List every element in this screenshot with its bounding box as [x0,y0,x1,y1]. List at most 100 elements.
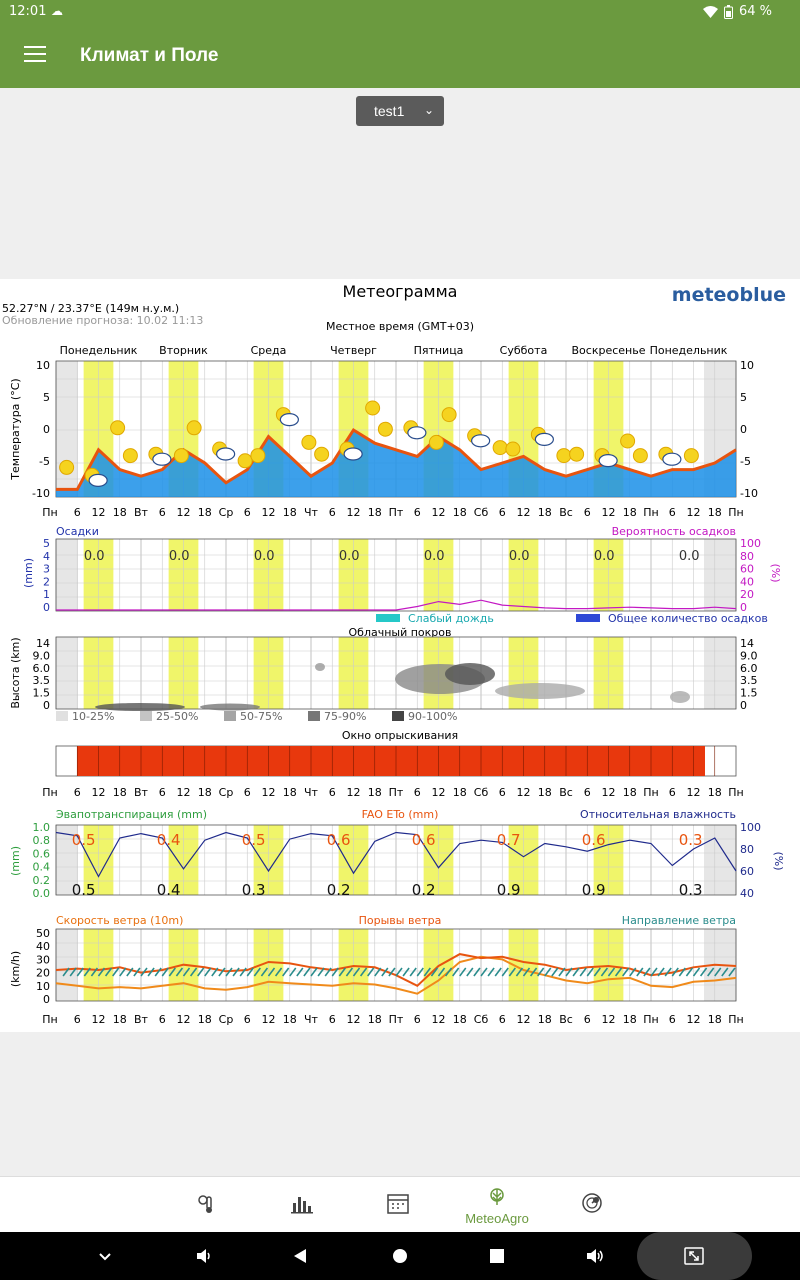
time-tick-label: 6 [159,1013,166,1026]
cloud-tick-right: 6.0 [740,662,758,675]
hatch-start [56,539,78,611]
location-dropdown[interactable]: test1 ⌄ [356,96,444,126]
time-tick-label: 12 [517,1013,531,1026]
meteogram-title: Метеограмма [343,282,458,301]
time-tick-label: 12 [92,506,106,519]
time-tick-label: Пн [643,506,658,519]
battery-icon [723,4,733,19]
sun-icon [683,448,699,464]
time-tick-label: 6 [244,506,251,519]
time-tick-label: Вс [559,786,573,799]
time-tick-label: Сб [474,786,489,799]
wind-direction-barb [459,967,467,977]
time-tick-label: 12 [602,786,616,799]
cloud-axis-label: Высота (km) [9,637,22,708]
humidity-line [55,831,737,878]
screenshot-icon[interactable] [682,1244,706,1268]
wind-direction-barb [62,967,70,977]
wind-direction-barb [579,967,587,977]
cloud-icon [152,452,172,466]
wind-direction-barb [197,967,205,977]
wind-direction-barb [650,967,658,977]
time-axis-1: Пн 6 12 18 Вт 6 12 18 Ср 6 12 18 Чт 6 12 18 Пт 6 12 18 Сб 6 12… [42,506,743,519]
wind-direction-barb [494,967,502,977]
spray-window-panel [55,745,737,777]
brand-logo: meteoblue [672,284,786,306]
precip-prob-label: Вероятность осадков [612,525,736,538]
back-icon[interactable] [288,1244,312,1268]
precip-tick-right: 20 [740,588,754,601]
cloud-legend-label: 25-50% [156,710,198,723]
home-icon[interactable] [388,1244,412,1268]
update-time: Обновление прогноза: 10.02 11:13 [2,314,203,327]
wind-direction-barb [211,967,219,977]
temp-tick-left: -10 [32,487,50,500]
wind-direction-barb [282,967,290,977]
wind-direction-barb [324,967,332,977]
time-tick-label: 6 [499,506,506,519]
cloud-icon [216,447,236,461]
cloud-icon [534,432,554,446]
volume-up-icon[interactable] [583,1244,607,1268]
wind-direction-barb [721,967,729,977]
nav-radar[interactable] [552,1177,632,1233]
time-tick-label: Чт [304,506,319,519]
time-tick-label: 18 [198,1013,212,1026]
time-tick-label: 18 [198,506,212,519]
wind-tick-left: 20 [36,967,50,980]
daily-precip-value: 0.0 [254,549,275,564]
chevron-down-icon[interactable] [93,1244,117,1268]
day-labels: Понедельник Вторник Среда Четверг Пятница Суб… [60,344,728,357]
fao-value: 0.6 [582,831,606,849]
cloud-tick-left: 0 [43,699,50,712]
time-tick-label: 18 [623,1013,637,1026]
time-tick-label: 18 [623,506,637,519]
wheat-icon [490,1188,504,1205]
wind-direction-barb [345,967,354,977]
nav-calendar[interactable] [358,1177,438,1233]
legend-light-rain: Слабый дождь [408,612,494,625]
sun-icon [441,407,457,423]
nav-meteoagro[interactable]: MeteoAgro [457,1177,537,1233]
day-label: Понедельник [60,344,138,357]
wind-direction-barb [161,967,169,977]
time-tick-label: 12 [432,786,446,799]
daily-precip-value: 0.0 [169,549,190,564]
cloud-icon [471,434,491,448]
overview-icon[interactable] [485,1244,509,1268]
time-tick-label: 6 [414,1013,421,1026]
wind-direction-barb [629,967,637,977]
wind-direction-barb [636,967,644,977]
calendar-icon [387,1194,409,1214]
wind-direction-barb [232,967,240,977]
wind-direction-barb [119,967,127,977]
hatch-start [56,361,78,497]
precip-tick-right: 80 [740,550,754,563]
wind-direction-barb [140,967,148,977]
hatch-start [56,929,78,1001]
wind-direction-barb [239,967,247,977]
fao-value: 0.6 [412,831,436,849]
wind-direction-barb [678,967,686,977]
evapo-label: Эвапотранспирация (mm) [56,808,207,821]
wind-direction-barb [466,967,474,977]
wind-direction-barb [622,967,630,977]
time-tick-label: 18 [453,786,467,799]
nav-weather[interactable] [166,1177,246,1233]
cloud-icon [598,454,618,468]
volume-down-icon[interactable] [192,1244,216,1268]
cloud-icon [279,413,299,427]
time-tick-label: 18 [198,786,212,799]
wind-direction-barb [714,967,722,977]
wind-direction-barb [310,967,318,977]
sun-icon [377,421,393,437]
menu-icon[interactable] [24,46,46,66]
nav-chart[interactable] [262,1177,342,1233]
time-tick-label: 18 [283,506,297,519]
precip-tick-left: 1 [43,588,50,601]
time-tick-label: 6 [74,786,81,799]
temp-tick-left: 0 [43,423,50,436]
wind-direction-barb [126,967,134,977]
